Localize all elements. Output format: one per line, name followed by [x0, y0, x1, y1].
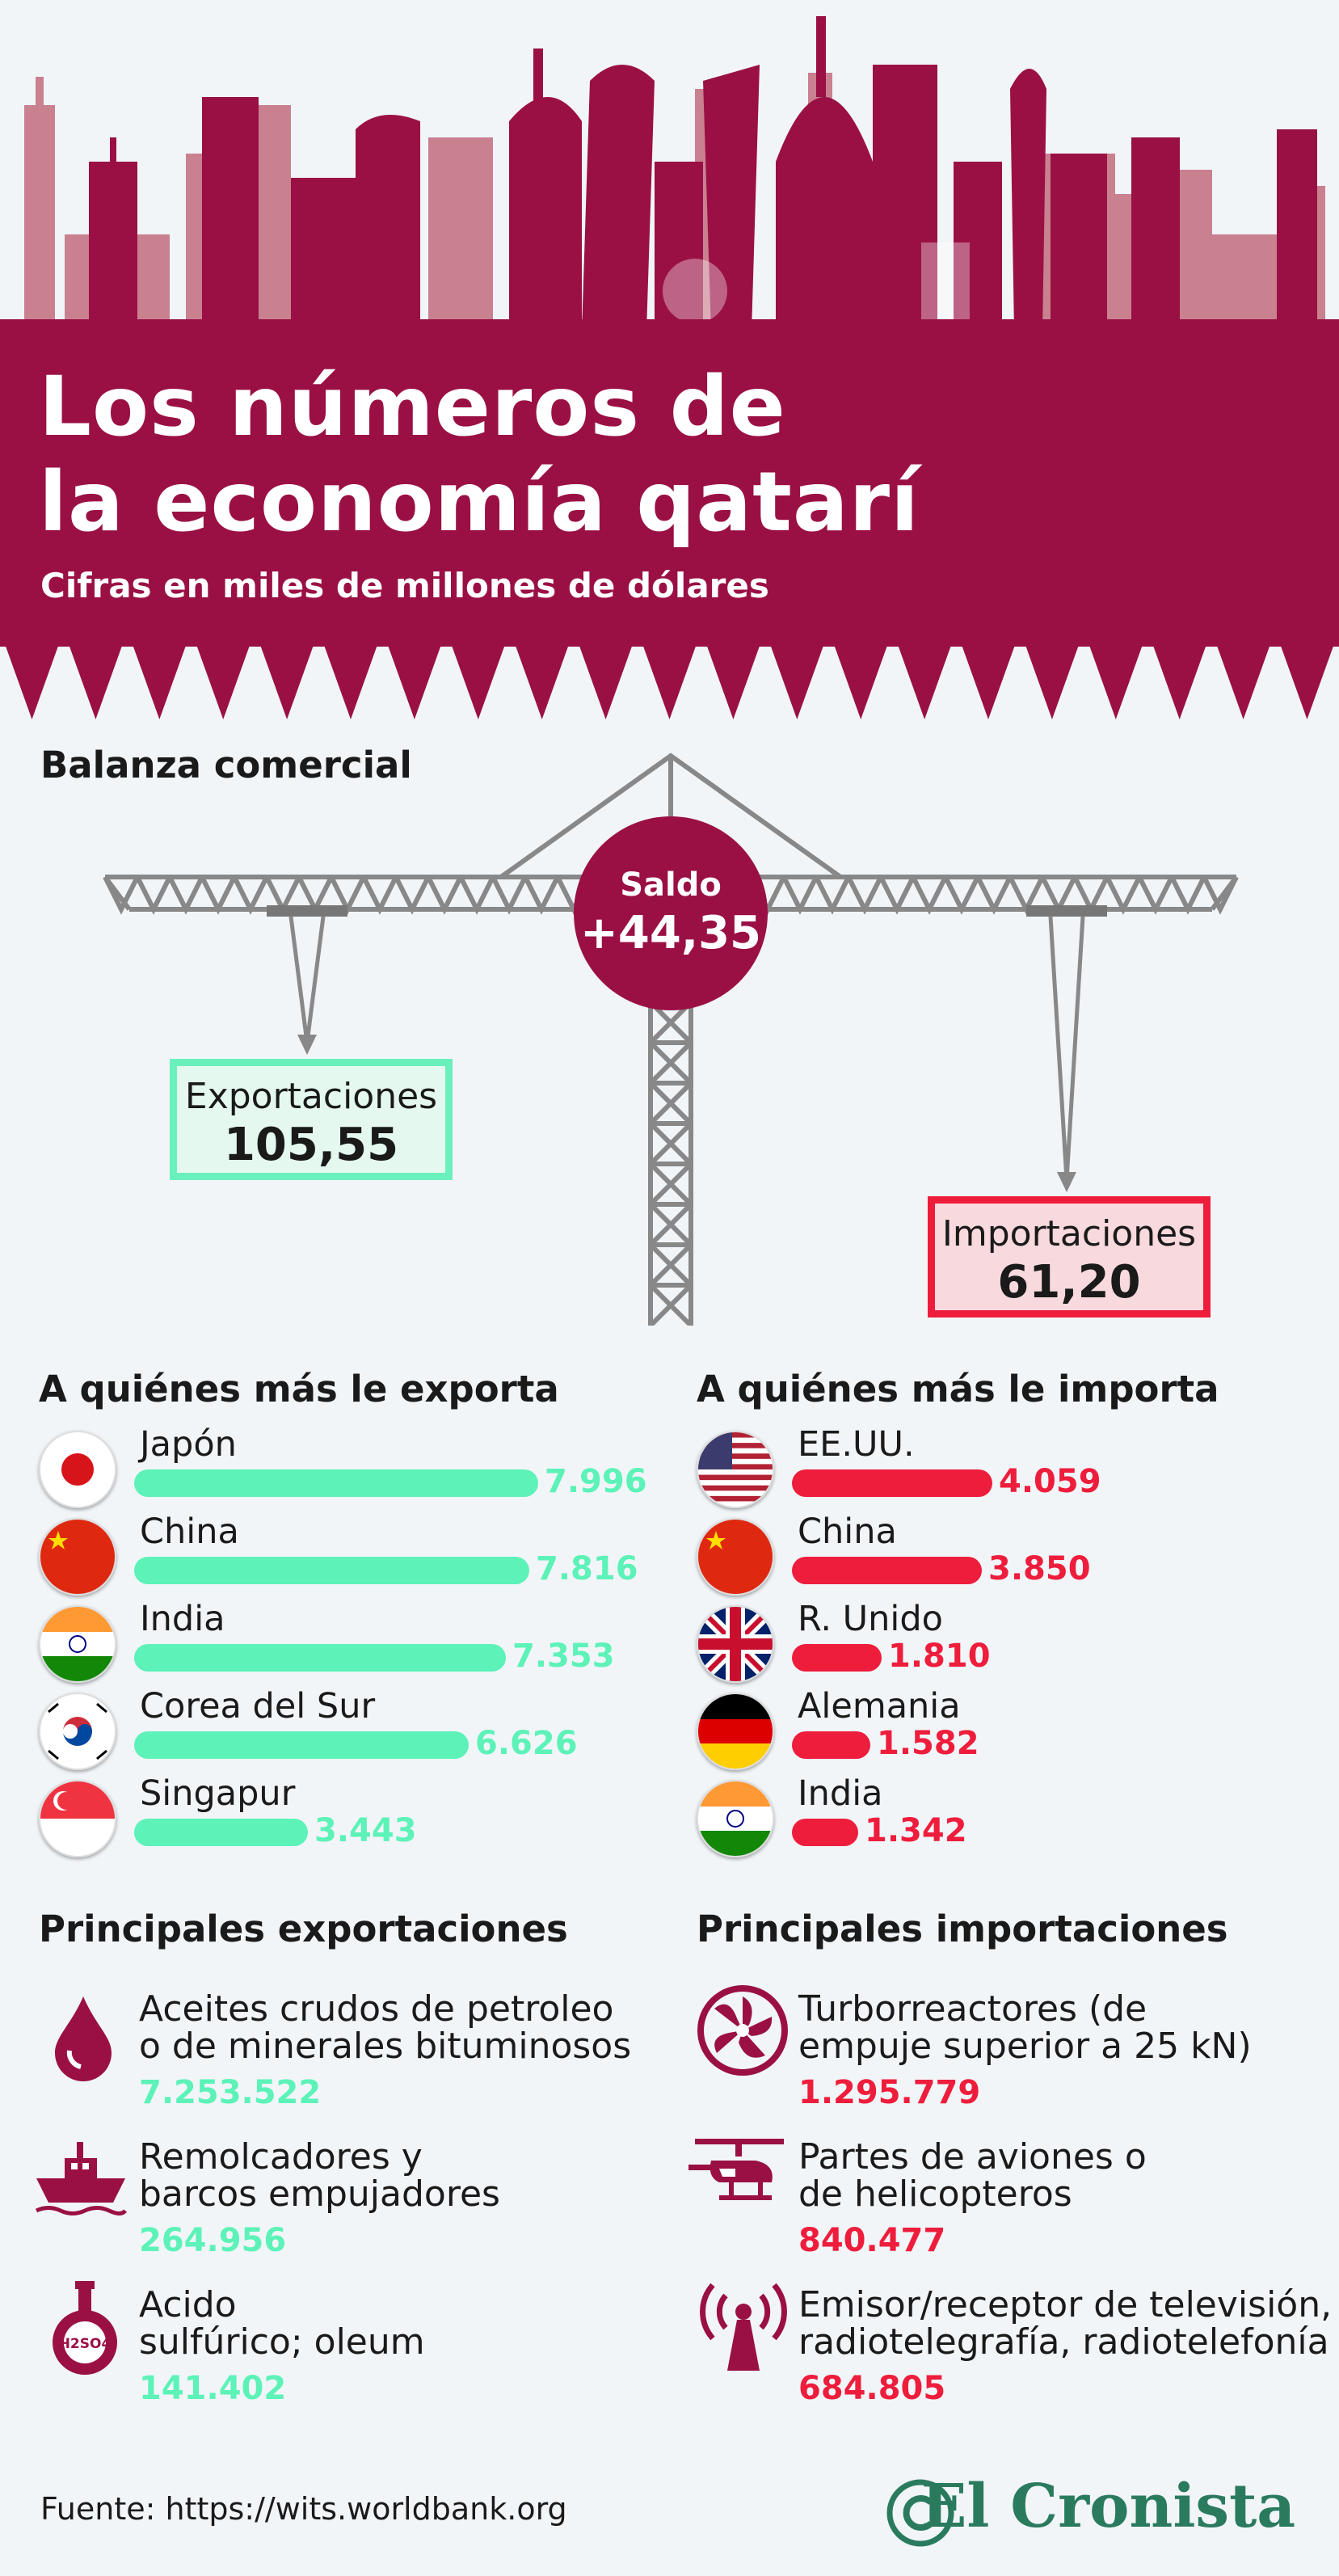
export-bar-value: 3.443 — [314, 1812, 417, 1849]
main-imports-heading: Principales importaciones — [697, 1908, 1228, 1950]
export-product-name-line2: barcos empujadores — [139, 2173, 500, 2215]
exports-by-country-heading: A quiénes más le exporta — [39, 1368, 559, 1410]
japan-flag-icon — [39, 1431, 116, 1508]
import-product-name-line1: Turborreactores (de — [798, 1988, 1147, 2030]
uk-flag-icon — [697, 1605, 774, 1683]
export-product-value: 264.956 — [139, 2222, 287, 2259]
import-product-name-line2: de helicopteros — [798, 2173, 1072, 2215]
india-flag-icon — [697, 1780, 774, 1857]
page-title-line1: Los números de — [39, 359, 786, 455]
helicopter-icon — [688, 2139, 784, 2200]
singapore-flag-icon — [39, 1780, 116, 1857]
export-product-name-line1: Acido — [139, 2284, 237, 2325]
exports-total-box: Exportaciones 105,55 — [170, 1059, 453, 1180]
flask-icon-label: H2SO4 — [59, 2336, 112, 2352]
saldo-badge: Saldo +44,35 — [574, 816, 768, 1010]
balance-heading: Balanza comercial — [40, 744, 412, 786]
page-subtitle: Cifras en miles de millones de dólares — [40, 566, 769, 605]
saldo-value: +44,35 — [579, 907, 762, 959]
import-country-label: EE.UU. — [798, 1424, 915, 1465]
sulfuric-acid-flask-icon: H2SO4 — [53, 2281, 117, 2375]
export-product-name-line2: sulfúrico; oleum — [139, 2321, 425, 2363]
export-bar — [134, 1469, 538, 1497]
imports-total-box: Importaciones 61,20 — [928, 1196, 1211, 1318]
import-bar-value: 3.850 — [988, 1550, 1091, 1587]
export-product-value: 141.402 — [139, 2370, 287, 2407]
import-bar-value: 1.810 — [888, 1638, 991, 1675]
import-product-name-line1: Partes de aviones o — [798, 2136, 1147, 2178]
usa-flag-icon — [697, 1431, 774, 1508]
export-bar — [134, 1557, 529, 1584]
import-bar — [792, 1644, 882, 1672]
antenna-icon — [700, 2283, 787, 2371]
export-country-label: Corea del Sur — [140, 1686, 376, 1726]
import-product-name-line2: radiotelegrafía, radiotelefonía — [798, 2321, 1329, 2363]
import-product-value: 684.805 — [798, 2370, 946, 2407]
export-country-label: China — [140, 1511, 239, 1552]
export-product-value: 7.253.522 — [139, 2074, 322, 2111]
import-bar — [792, 1819, 858, 1846]
page-title-line2: la economía qatarí — [39, 454, 920, 550]
export-country-label: Japón — [140, 1424, 237, 1465]
china-flag-icon — [39, 1518, 116, 1596]
export-product-name-line1: Remolcadores y — [139, 2136, 423, 2178]
import-bar — [792, 1731, 870, 1759]
import-bar — [792, 1469, 992, 1497]
import-country-label: China — [798, 1511, 897, 1552]
export-bar-value: 7.996 — [545, 1463, 647, 1500]
export-bar-value: 7.816 — [536, 1550, 638, 1587]
germany-flag-icon — [697, 1693, 774, 1770]
export-country-label: Singapur — [140, 1773, 296, 1814]
export-product-name-line2: o de minerales bituminosos — [139, 2026, 632, 2067]
zigzag-border — [0, 630, 1339, 719]
export-product-name-line1: Aceites crudos de petroleo — [139, 1988, 614, 2030]
imports-total-value: 61,20 — [997, 1256, 1141, 1309]
saldo-label: Saldo — [620, 866, 722, 904]
exports-total-value: 105,55 — [223, 1119, 399, 1171]
oil-drop-icon — [55, 1996, 112, 2081]
import-product-value: 1.295.779 — [798, 2074, 981, 2111]
imports-total-label: Importaciones — [941, 1213, 1197, 1254]
import-product-name-line1: Emisor/receptor de televisión, — [798, 2284, 1333, 2325]
main-exports-heading: Principales exportaciones — [39, 1908, 568, 1950]
el-cronista-logo-icon — [886, 2479, 954, 2547]
turbine-icon — [697, 1985, 788, 2076]
import-bar — [792, 1557, 982, 1584]
import-product-name-line2: empuje superior a 25 kN) — [798, 2026, 1252, 2067]
source-note: Fuente: https://wits.worldbank.org — [40, 2491, 567, 2527]
export-bar — [134, 1819, 308, 1846]
imports-by-country-heading: A quiénes más le importa — [697, 1368, 1219, 1410]
export-country-label: India — [140, 1599, 225, 1639]
brand-name: El Cronista — [921, 2472, 1296, 2541]
china-flag-icon — [697, 1518, 774, 1596]
export-bar-value: 6.626 — [475, 1725, 578, 1762]
export-bar — [134, 1644, 506, 1672]
import-country-label: India — [798, 1773, 883, 1814]
export-bar — [134, 1731, 469, 1759]
india-flag-icon — [39, 1605, 116, 1683]
import-bar-value: 1.582 — [877, 1725, 979, 1762]
import-bar-value: 4.059 — [999, 1463, 1101, 1500]
header-band — [0, 323, 1339, 647]
import-product-value: 840.477 — [798, 2222, 946, 2259]
import-country-label: R. Unido — [798, 1599, 943, 1639]
skyline-illustration — [0, 16, 1339, 331]
import-bar-value: 1.342 — [865, 1812, 967, 1849]
import-country-label: Alemania — [798, 1686, 961, 1726]
tugboat-icon — [35, 2142, 128, 2216]
south-korea-flag-icon — [39, 1693, 116, 1770]
exports-total-label: Exportaciones — [184, 1076, 438, 1117]
export-bar-value: 7.353 — [512, 1638, 615, 1675]
